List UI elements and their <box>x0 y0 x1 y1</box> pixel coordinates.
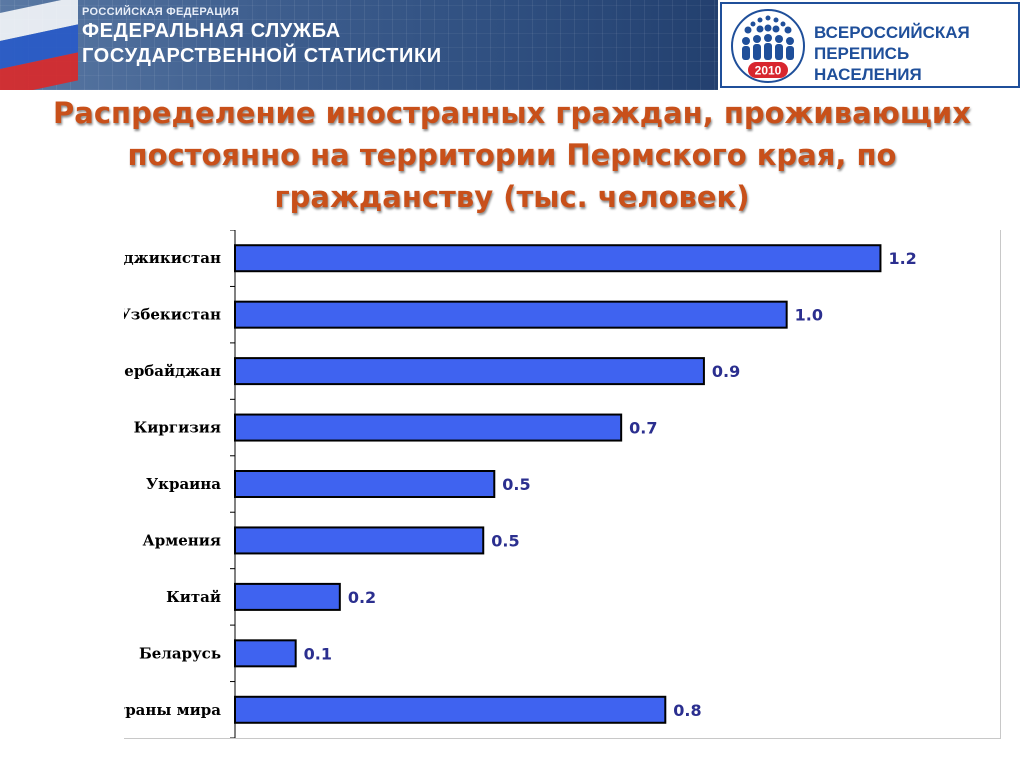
category-label: Китай <box>166 588 221 606</box>
banner-org-small: РОССИЙСКАЯ ФЕДЕРАЦИЯ <box>82 6 240 18</box>
census-emblem-icon: 2010 <box>731 9 805 83</box>
value-label: 1.2 <box>888 249 916 268</box>
bar <box>234 639 297 668</box>
census-logo: 2010 ВСЕРОССИЙСКАЯ ПЕРЕПИСЬ НАСЕЛЕНИЯ <box>720 2 1020 88</box>
bar <box>234 526 485 555</box>
chart-area: Таджикистан 1.2 Узбекистан 1.0 Азербайджан 0.… <box>124 230 1001 739</box>
bar <box>234 244 882 273</box>
category-label: Украина <box>146 475 221 493</box>
category-label: Азербайджан <box>124 362 221 380</box>
category-label: Армения <box>143 531 221 549</box>
category-label: Киргизия <box>134 419 221 437</box>
census-title-line1: ВСЕРОССИЙСКАЯ <box>814 23 970 42</box>
chart-title-line2: постоянно на территории Пермского края, … <box>127 138 897 172</box>
value-label: 0.9 <box>712 362 740 381</box>
value-label: 0.5 <box>502 475 530 494</box>
banner-pattern <box>0 0 718 90</box>
bar <box>234 413 623 442</box>
banner-org-line2: ГОСУДАРСТВЕННОЙ СТАТИСТИКИ <box>82 45 442 67</box>
rosstat-banner: РОССИЙСКАЯ ФЕДЕРАЦИЯ ФЕДЕРАЛЬНАЯ СЛУЖБА … <box>0 0 718 90</box>
census-title-line2: ПЕРЕПИСЬ НАСЕЛЕНИЯ <box>814 44 922 84</box>
bar-chart: Таджикистан 1.2 Узбекистан 1.0 Азербайджан 0.… <box>124 230 917 738</box>
category-label: Узбекистан <box>124 306 221 324</box>
value-label: 0.1 <box>304 644 332 663</box>
value-label: 1.0 <box>795 306 823 325</box>
census-year: 2010 <box>755 64 782 78</box>
census-title: ВСЕРОССИЙСКАЯ ПЕРЕПИСЬ НАСЕЛЕНИЯ <box>814 22 1018 85</box>
chart-title-line1: Распределение иностранных граждан, прожи… <box>53 96 971 130</box>
chart-title: Распределение иностранных граждан, прожи… <box>10 92 1014 218</box>
chart-title-line3: гражданству (тыс. человек) <box>274 180 750 214</box>
russian-flag-icon <box>0 0 78 90</box>
value-label: 0.5 <box>491 531 519 550</box>
category-label: Другие страны мира <box>124 701 221 719</box>
banner-text: РОССИЙСКАЯ ФЕДЕРАЦИЯ ФЕДЕРАЛЬНАЯ СЛУЖБА … <box>82 6 442 68</box>
value-label: 0.8 <box>673 701 701 720</box>
bar <box>234 300 788 329</box>
bar <box>234 582 341 611</box>
category-label: Таджикистан <box>124 249 221 267</box>
category-label: Беларусь <box>139 644 221 662</box>
bar <box>234 470 496 498</box>
bar <box>234 695 667 724</box>
banner-org-line1: ФЕДЕРАЛЬНАЯ СЛУЖБА <box>82 20 341 42</box>
value-label: 0.2 <box>348 588 376 607</box>
value-label: 0.7 <box>629 419 657 438</box>
bar <box>234 357 705 386</box>
